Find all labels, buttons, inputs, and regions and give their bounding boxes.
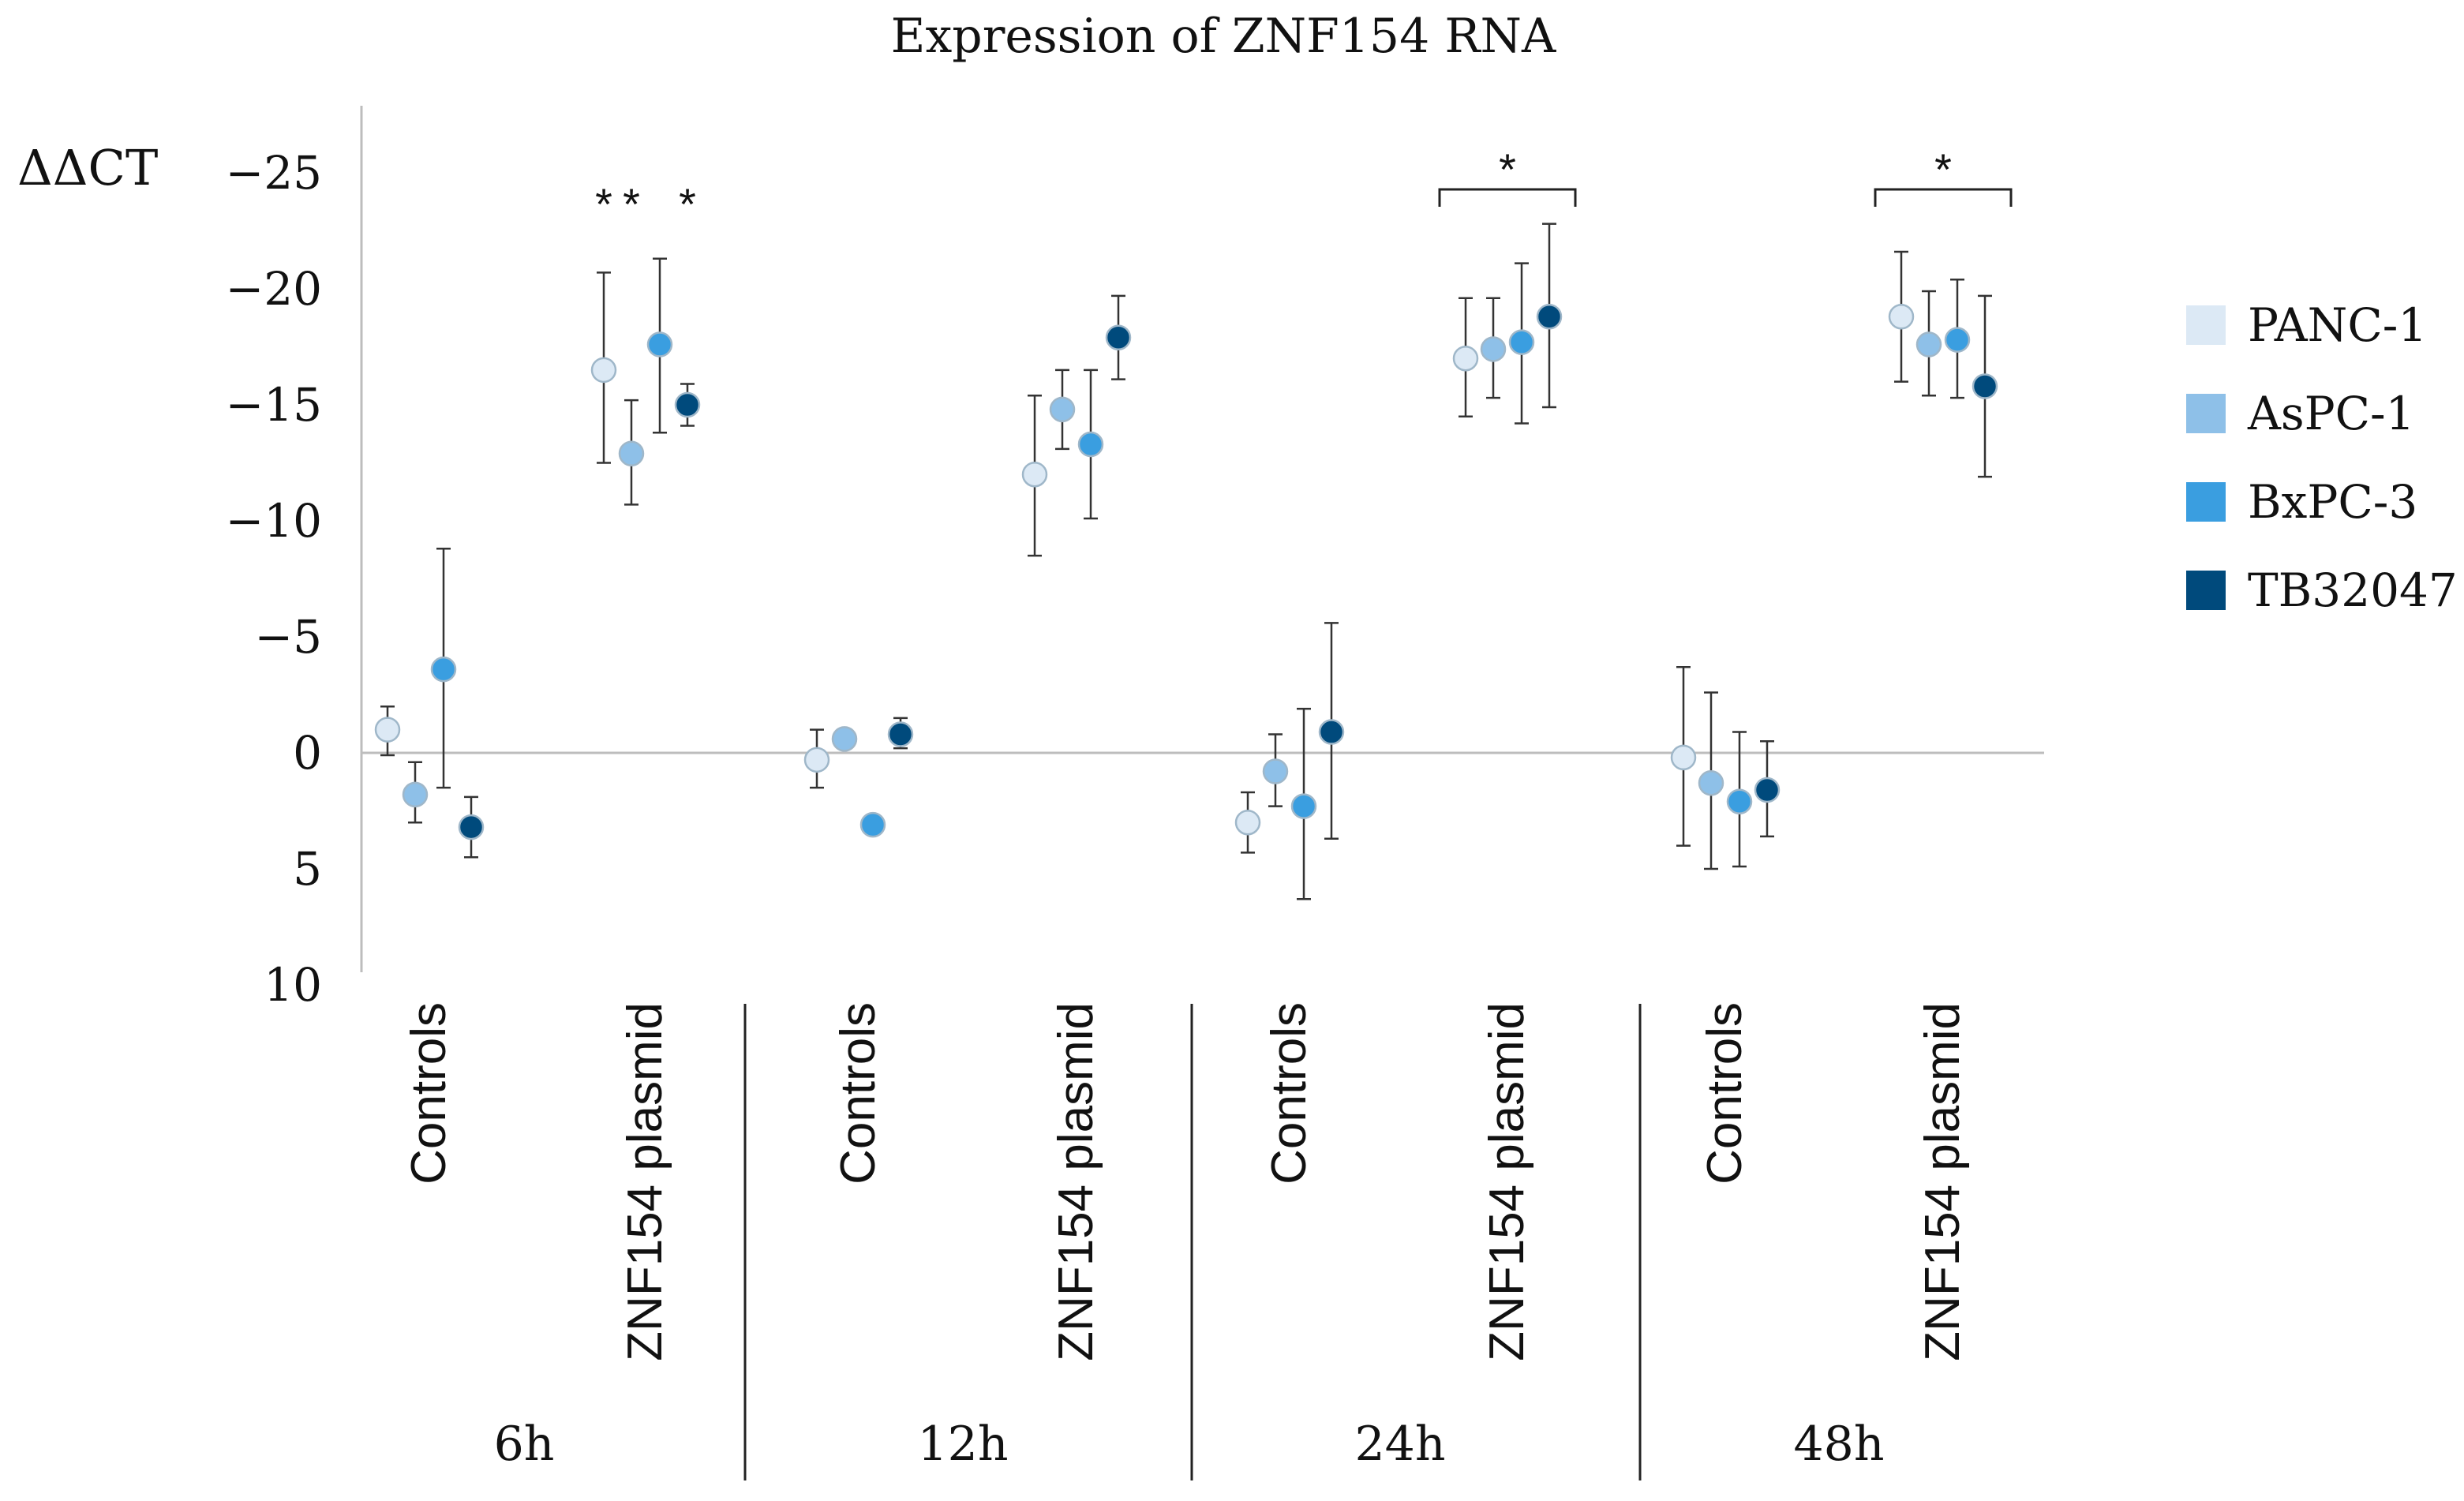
significance-star: * xyxy=(623,179,640,229)
legend-label: AsPC-1 xyxy=(2247,387,2415,440)
x-category-label: Controls xyxy=(402,1002,456,1185)
x-category-labels: Controls ZNF154 plasmid Controls ZNF154 pla… xyxy=(402,1002,1970,1361)
y-tick-label: −25 xyxy=(226,146,322,200)
data-point xyxy=(1754,777,1781,803)
data-point xyxy=(1049,396,1076,423)
data-point xyxy=(831,726,858,752)
data-point xyxy=(674,391,701,418)
x-category-label: Controls xyxy=(1262,1002,1316,1185)
data-point xyxy=(1536,304,1563,330)
time-label: 12h xyxy=(918,1417,1009,1472)
y-tick-label: −15 xyxy=(226,378,322,432)
data-point xyxy=(1234,809,1261,836)
legend-swatch xyxy=(2186,482,2226,522)
significance-star: * xyxy=(1934,144,1952,194)
significance-star: * xyxy=(595,179,612,229)
data-point xyxy=(430,656,457,683)
time-label: 48h xyxy=(1794,1417,1885,1472)
data-point xyxy=(859,811,886,838)
legend-swatch xyxy=(2186,305,2226,345)
x-category-label: ZNF154 plasmid xyxy=(1049,1002,1103,1361)
x-category-label: Controls xyxy=(1698,1002,1752,1185)
data-point xyxy=(618,440,645,466)
significance-star: * xyxy=(679,179,696,229)
y-tick-label: −20 xyxy=(226,262,322,316)
x-category-label: ZNF154 plasmid xyxy=(1480,1002,1534,1361)
legend-label: PANC-1 xyxy=(2248,298,2427,352)
data-point xyxy=(1972,373,1998,399)
time-label: 6h xyxy=(494,1417,555,1472)
legend-label: TB32047 xyxy=(2248,563,2458,617)
y-tick-label: 0 xyxy=(293,726,322,780)
data-point xyxy=(1726,788,1753,814)
significance-star: * xyxy=(1499,144,1516,194)
chart-title: Expression of ZNF154 RNA xyxy=(891,9,1556,64)
significance-bracket xyxy=(1874,188,2013,207)
data-point xyxy=(1888,304,1915,330)
data-point xyxy=(1290,793,1317,819)
data-point xyxy=(1262,758,1289,784)
data-point xyxy=(1480,336,1507,362)
time-group-labels: 6h 12h 24h 48h xyxy=(494,1417,1885,1472)
data-point xyxy=(1944,327,1971,353)
data-point xyxy=(590,357,617,384)
y-tick-label: 10 xyxy=(264,958,322,1012)
data-point xyxy=(458,814,485,840)
legend-label: BxPC-3 xyxy=(2248,475,2417,529)
x-category-label: ZNF154 plasmid xyxy=(618,1002,672,1361)
data-point xyxy=(1318,719,1345,745)
data-point xyxy=(803,747,830,773)
legend-swatch xyxy=(2186,571,2226,610)
data-point xyxy=(1077,431,1104,458)
data-point xyxy=(1915,331,1942,357)
y-tick-labels: −25 −20 −15 −10 −5 0 5 10 xyxy=(226,146,322,1012)
y-axis-label: ΔΔCT xyxy=(17,139,158,197)
data-point xyxy=(1452,345,1479,372)
significance-annotations: * * ** * xyxy=(595,144,2013,229)
data-point xyxy=(1698,769,1724,796)
data-point xyxy=(1105,324,1132,350)
data-points xyxy=(374,304,1998,840)
data-point xyxy=(374,717,401,743)
group-separators xyxy=(743,1004,1642,1480)
data-point xyxy=(1670,744,1697,771)
data-point xyxy=(887,721,914,747)
y-tick-label: 5 xyxy=(293,842,322,896)
x-category-label: Controls xyxy=(831,1002,886,1185)
data-point xyxy=(1508,329,1535,355)
legend: PANC-1 AsPC-1 BxPC-3 TB32047 xyxy=(2186,298,2458,617)
legend-swatch xyxy=(2186,394,2226,433)
data-point xyxy=(1021,461,1048,488)
time-label: 24h xyxy=(1355,1417,1446,1472)
data-point xyxy=(646,331,673,357)
data-point xyxy=(402,781,429,808)
y-tick-label: −5 xyxy=(255,610,323,664)
significance-bracket xyxy=(1438,188,1577,207)
x-category-label: ZNF154 plasmid xyxy=(1915,1002,1970,1361)
y-tick-label: −10 xyxy=(226,494,322,548)
